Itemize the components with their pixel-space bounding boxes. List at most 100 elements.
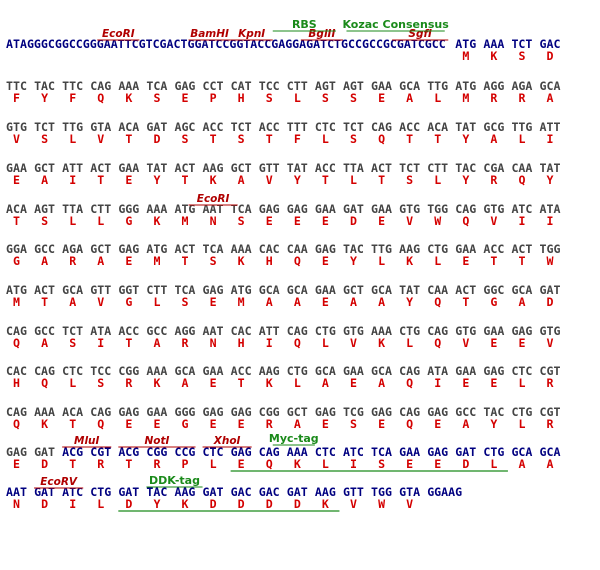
- codon: CAG: [399, 405, 420, 419]
- codon: TGG: [371, 485, 392, 499]
- amino-acid: L: [294, 91, 301, 105]
- amino-acid: Y: [294, 173, 301, 187]
- codon: ATC: [343, 445, 364, 459]
- codon: GAC: [259, 485, 280, 499]
- codon: GAG: [231, 445, 252, 459]
- amino-acid: T: [69, 457, 76, 471]
- feature-label: DDK-tag: [149, 474, 200, 487]
- codon: CAT: [231, 79, 252, 93]
- codon: TTC: [62, 79, 83, 93]
- amino-acid: Q: [406, 417, 413, 431]
- amino-acid: L: [434, 254, 441, 268]
- codon: GAG: [427, 405, 448, 419]
- amino-acid: T: [210, 132, 217, 146]
- amino-acid: S: [97, 376, 104, 390]
- amino-acid: H: [238, 91, 245, 105]
- codon: GCA: [511, 445, 532, 459]
- amino-acid: T: [125, 132, 132, 146]
- amino-acid: Q: [406, 376, 413, 390]
- amino-acid: R: [125, 376, 132, 390]
- codon: CTG: [511, 405, 532, 419]
- amino-acid: V: [13, 132, 20, 146]
- codon: ACA: [6, 202, 27, 216]
- codon: GCC: [34, 242, 55, 256]
- amino-acid: L: [378, 254, 385, 268]
- amino-acid: Q: [462, 214, 469, 228]
- codon: GAT: [203, 485, 224, 499]
- codon: ATG: [231, 283, 252, 297]
- amino-acid: S: [350, 417, 357, 431]
- codon: CTG: [427, 242, 448, 256]
- amino-acid: V: [490, 214, 497, 228]
- codon: ATC: [511, 202, 532, 216]
- codon: TCC: [259, 79, 280, 93]
- codon: ACG: [118, 445, 139, 459]
- codon: CGG: [259, 405, 280, 419]
- codon: GTT: [343, 485, 364, 499]
- codon: CAC: [259, 242, 280, 256]
- codon: CAC: [231, 324, 252, 338]
- amino-acid: A: [350, 295, 357, 309]
- codon: CAG: [90, 79, 111, 93]
- amino-acid: P: [210, 91, 217, 105]
- amino-acid: Q: [378, 132, 385, 146]
- amino-acid: Y: [547, 173, 554, 187]
- amino-acid: D: [266, 497, 273, 511]
- amino-acid: E: [13, 457, 20, 471]
- codon: ATG: [146, 242, 167, 256]
- amino-acid: T: [125, 336, 132, 350]
- amino-acid: E: [490, 336, 497, 350]
- amino-acid: T: [13, 214, 20, 228]
- amino-acid: Q: [97, 91, 104, 105]
- amino-acid: R: [518, 91, 525, 105]
- codon: TAC: [483, 405, 504, 419]
- codon: GAA: [371, 202, 392, 216]
- amino-acid: P: [182, 457, 189, 471]
- codon: AGT: [343, 79, 364, 93]
- amino-acid: L: [97, 497, 104, 511]
- codon: GCA: [540, 79, 561, 93]
- codon: AAA: [287, 445, 308, 459]
- codon: AAT: [203, 324, 224, 338]
- amino-acid: Y: [462, 132, 469, 146]
- codon: CGT: [540, 405, 561, 419]
- amino-acid: L: [97, 214, 104, 228]
- codon: CAA: [427, 283, 448, 297]
- amino-acid: A: [238, 173, 245, 187]
- codon: ACT: [90, 161, 111, 175]
- amino-acid: E: [518, 336, 525, 350]
- amino-acid: F: [13, 91, 20, 105]
- codon: CAG: [34, 364, 55, 378]
- amino-acid: E: [153, 417, 160, 431]
- amino-acid: L: [518, 376, 525, 390]
- amino-acid: A: [462, 417, 469, 431]
- amino-acid: Y: [41, 91, 48, 105]
- amino-acid: S: [210, 254, 217, 268]
- codon: GAA: [315, 202, 336, 216]
- amino-acid: Q: [294, 336, 301, 350]
- amino-acid: E: [322, 417, 329, 431]
- amino-acid: E: [125, 173, 132, 187]
- codon: GTG: [6, 120, 27, 134]
- codon: TAC: [146, 485, 167, 499]
- amino-acid: S: [378, 457, 385, 471]
- amino-acid: T: [434, 132, 441, 146]
- codon: GCA: [371, 283, 392, 297]
- codon: CTG: [315, 324, 336, 338]
- amino-acid: E: [378, 417, 385, 431]
- codon: GTA: [399, 485, 420, 499]
- codon: TAT: [399, 283, 420, 297]
- codon: TCT: [511, 37, 532, 51]
- amino-acid: L: [434, 173, 441, 187]
- codon: CAG: [427, 324, 448, 338]
- feature-label: Kozac Consensus: [342, 18, 449, 31]
- codon: AGG: [483, 79, 504, 93]
- amino-acid: A: [69, 295, 76, 309]
- codon: GAA: [146, 405, 167, 419]
- amino-acid: E: [210, 376, 217, 390]
- codon: ACC: [315, 161, 336, 175]
- amino-acid: Q: [434, 295, 441, 309]
- codon: CTC: [511, 364, 532, 378]
- codon: GCT: [231, 161, 252, 175]
- amino-acid: E: [490, 376, 497, 390]
